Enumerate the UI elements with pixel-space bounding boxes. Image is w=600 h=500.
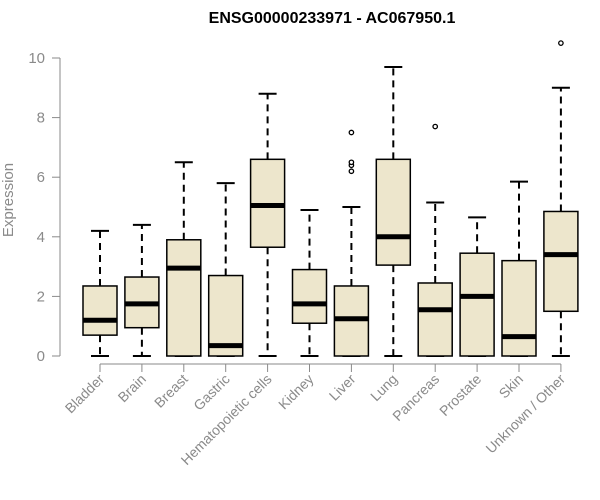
box-4 [207,182,244,357]
x-tick-label: Unknown / Other [482,371,568,457]
box-iqr [375,158,412,266]
outlier-point [348,159,355,166]
box-10 [459,216,495,357]
y-axis-label: Expression [0,163,17,237]
x-tick-label: Breast [151,371,191,411]
box-2 [124,223,160,357]
x-tick-label: Skin [496,371,527,402]
y-tick-label: 10 [28,50,45,67]
x-tick-label: Lung [367,371,400,404]
box-series [82,40,579,357]
box-6 [291,208,328,357]
box-iqr [459,252,495,357]
box-iqr [82,285,118,336]
x-tick-label: Bladder [62,371,108,417]
y-tick-label: 6 [37,169,45,186]
box-iqr [166,239,202,357]
x-tick-label: Kidney [275,371,317,413]
box-iqr [543,210,579,313]
x-tick-label: Brain [115,371,149,405]
outlier-point [348,168,355,175]
box-12 [543,40,579,357]
outlier-point [432,123,439,130]
box-3 [166,161,202,357]
box-11 [501,180,537,357]
y-tick-label: 4 [37,229,45,246]
box-5 [249,92,286,357]
box-9 [417,123,453,357]
y-tick-label: 2 [37,288,45,305]
outlier-point [348,129,355,136]
box-1 [82,229,118,357]
x-tick-label: Pancreas [389,371,442,424]
y-tick-label: 8 [37,110,45,127]
box-iqr [417,282,453,357]
chart-title: ENSG00000233971 - AC067950.1 [209,10,456,27]
box-iqr [207,274,244,357]
box-iqr [291,268,328,324]
y-tick-label: 0 [37,348,45,365]
box-iqr [501,259,537,357]
x-tick-label: Liver [326,371,359,404]
y-axis: 0 2 4 6 8 10 [28,50,61,365]
box-7 [333,129,370,357]
outlier-point [558,40,564,46]
box-8 [375,65,412,357]
x-tick-label: Prostate [436,371,484,419]
